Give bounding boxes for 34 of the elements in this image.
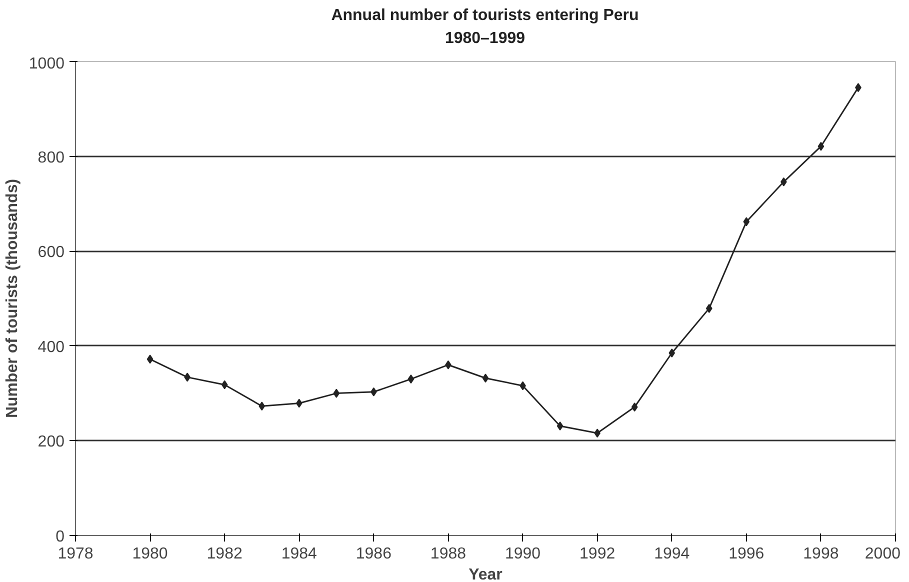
y-tick-label: 200 bbox=[38, 433, 65, 450]
y-tick-label: 1000 bbox=[28, 55, 65, 72]
x-tick-label: 1992 bbox=[580, 545, 616, 562]
point bbox=[221, 380, 228, 389]
x-tick-label: 1982 bbox=[206, 545, 242, 562]
y-tick-label: 800 bbox=[38, 148, 65, 166]
point bbox=[668, 348, 676, 358]
x-tick-label: 1978 bbox=[58, 545, 94, 562]
point bbox=[818, 142, 824, 151]
point bbox=[482, 373, 489, 382]
x-tick-label: 1998 bbox=[803, 545, 839, 562]
y-axis-title: Number of tourists (thousands) bbox=[4, 178, 21, 418]
point bbox=[631, 402, 638, 412]
x-tick-label: 1984 bbox=[281, 545, 318, 562]
x-tick-label: 1986 bbox=[356, 545, 392, 562]
x-axis-title: Year bbox=[468, 566, 502, 582]
x-tick-label: 2000 bbox=[864, 545, 901, 562]
point bbox=[146, 354, 154, 364]
x-tick-label: 1990 bbox=[504, 545, 541, 562]
point bbox=[743, 216, 750, 226]
point bbox=[333, 388, 340, 398]
y-tick-label: 400 bbox=[38, 338, 65, 356]
x-tick-label: 1980 bbox=[132, 545, 168, 562]
x-tick-label: 1994 bbox=[654, 545, 690, 562]
y-tick-label: 0 bbox=[56, 528, 65, 546]
point bbox=[408, 374, 414, 384]
chart-title: Annual number of tourists entering Peru 1980–1999 bbox=[331, 6, 639, 49]
y-tick-label: 600 bbox=[38, 244, 65, 261]
point bbox=[258, 401, 266, 410]
point bbox=[296, 398, 302, 408]
x-tick-label: 1988 bbox=[430, 545, 466, 562]
x-tick-label: 1996 bbox=[728, 545, 764, 562]
point bbox=[556, 421, 564, 430]
point bbox=[706, 304, 712, 313]
